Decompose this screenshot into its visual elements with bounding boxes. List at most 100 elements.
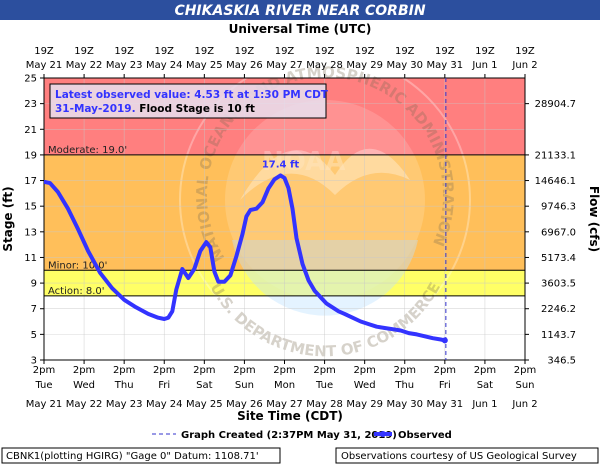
bottom-tick-date: May 26	[226, 399, 263, 410]
watermark-sky-icon	[232, 240, 418, 316]
left-tick-label: 19	[24, 150, 37, 161]
peak-label: 17.4 ft	[262, 159, 300, 170]
info-box: Latest observed value: 4.53 ft at 1:30 P…	[49, 83, 329, 119]
top-tick-date: Jun 2	[511, 60, 537, 71]
top-tick-date: May 21	[26, 60, 63, 71]
top-tick-time: 19Z	[34, 46, 54, 57]
watermark-disk	[225, 100, 425, 300]
right-axis-title: Flow (cfs)	[587, 186, 600, 252]
bottom-tick-time: 2pm	[353, 365, 375, 376]
bottom-tick-day: Sun	[515, 380, 534, 391]
left-tick-label: 11	[24, 253, 37, 264]
right-tick-label: 1143.7	[541, 330, 576, 341]
info-box-line2: 31-May-2019. Flood Stage is 10 ft	[55, 103, 255, 115]
bottom-tick-time: 2pm	[33, 365, 55, 376]
bottom-tick-day: Sat	[196, 380, 212, 391]
bottom-tick-date: May 25	[186, 399, 223, 410]
right-axis: 346.5 1143.7 2246.2 3603.5 5173.4 6967.0 9746.…	[525, 99, 576, 367]
footer-right-box	[335, 447, 599, 464]
left-axis-title: Stage (ft)	[1, 186, 15, 251]
top-tick-date: May 25	[186, 60, 223, 71]
title-bar	[0, 0, 600, 20]
bottom-tick-date: May 21	[26, 399, 63, 410]
bottom-tick-time: 2pm	[273, 365, 295, 376]
bottom-tick-time: 2pm	[313, 365, 335, 376]
top-tick-time: 19Z	[114, 46, 134, 57]
top-tick-date: Jun 1	[471, 60, 497, 71]
bottom-tick-day: Fri	[439, 380, 451, 391]
info-box-date: 31-May-2019.	[55, 103, 136, 115]
stage-lines: Moderate: 19.0' Minor: 10.0' Action: 8.0'	[44, 145, 525, 297]
top-tick-date: May 26	[226, 60, 263, 71]
top-tick-time: 19Z	[435, 46, 455, 57]
bottom-tick-day: Fri	[158, 380, 170, 391]
footer-left-box	[1, 447, 281, 464]
right-tick-label: 3603.5	[541, 279, 576, 290]
info-box-line1: Latest observed value: 4.53 ft at 1:30 P…	[55, 89, 329, 101]
bottom-tick-day: Mon	[274, 380, 295, 391]
right-tick-label: 6967.0	[541, 227, 576, 238]
bottom-tick-day: Tue	[34, 380, 52, 391]
bottom-tick-time: 2pm	[474, 365, 496, 376]
bottom-tick-date: May 24	[146, 399, 183, 410]
bottom-tick-day: Sat	[477, 380, 493, 391]
right-tick-label: 346.5	[547, 356, 576, 367]
bottom-tick-time: 2pm	[73, 365, 95, 376]
right-tick-label: 28904.7	[535, 99, 576, 110]
left-tick-label: 23	[24, 99, 37, 110]
bottom-tick-time: 2pm	[434, 365, 456, 376]
left-tick-label: 13	[24, 227, 37, 238]
right-tick-label: 2246.2	[541, 304, 576, 315]
left-axis: 3 5 7 9 11 13 15 17 19 21 23 25	[24, 74, 44, 367]
info-box-frame	[49, 83, 327, 119]
top-tick-time: 19Z	[154, 46, 174, 57]
chart-title: CHIKASKIA RIVER NEAR CORBIN	[174, 3, 425, 19]
left-tick-label: 7	[31, 304, 37, 315]
top-tick-date: May 30	[386, 60, 423, 71]
watermark-gull-icon	[240, 148, 410, 200]
bottom-tick-time: 2pm	[233, 365, 255, 376]
left-tick-label: 25	[24, 74, 37, 85]
stage-label-action: Action: 8.0'	[48, 286, 105, 297]
top-tick-time: 19Z	[235, 46, 255, 57]
bottom-tick-time: 2pm	[153, 365, 175, 376]
top-tick-date: May 27	[266, 60, 303, 71]
top-tick-time: 19Z	[395, 46, 415, 57]
bottom-axis: 2pm Tue May 21 2pm Wed May 22 2pm Thu May 23 2pm F…	[26, 360, 538, 410]
top-tick-date: May 24	[146, 60, 183, 71]
bottom-tick-date: May 27	[266, 399, 303, 410]
legend-observed-label: Observed	[398, 430, 452, 441]
right-tick-label: 14646.1	[535, 176, 576, 187]
bottom-tick-time: 2pm	[193, 365, 215, 376]
bottom-tick-day: Wed	[73, 380, 95, 391]
bottom-tick-day: Sun	[235, 380, 254, 391]
left-tick-label: 17	[24, 176, 37, 187]
top-tick-time: 19Z	[275, 46, 295, 57]
right-tick-label: 9746.3	[541, 202, 576, 213]
bottom-tick-time: 2pm	[514, 365, 536, 376]
top-tick-date: May 31	[427, 60, 464, 71]
bottom-tick-day: Thu	[394, 380, 414, 391]
legend-graph-created-label: Graph Created (2:37PM May 31, 2019)	[181, 430, 397, 441]
top-axis-title: Universal Time (UTC)	[229, 22, 372, 36]
top-tick-time: 19Z	[475, 46, 495, 57]
bottom-tick-date: Jun 1	[471, 399, 497, 410]
latest-observed-point	[441, 337, 448, 344]
bottom-tick-date: Jun 2	[511, 399, 537, 410]
legend: Graph Created (2:37PM May 31, 2019) Obse…	[152, 430, 452, 441]
bottom-axis-title: Site Time (CDT)	[237, 409, 343, 423]
bottom-tick-time: 2pm	[394, 365, 416, 376]
info-box-flood-stage: Flood Stage is 10 ft	[136, 103, 255, 115]
legend-observed-dot	[380, 431, 386, 437]
top-tick-time: 19Z	[315, 46, 335, 57]
top-tick-date: May 28	[306, 60, 343, 71]
right-tick-label: 5173.4	[541, 253, 576, 264]
observed-series-line	[44, 173, 447, 343]
left-tick-label: 9	[31, 279, 37, 290]
bottom-tick-date: May 29	[346, 399, 383, 410]
left-tick-label: 3	[31, 356, 37, 367]
top-tick-time: 19Z	[515, 46, 535, 57]
bottom-tick-date: May 28	[306, 399, 343, 410]
left-tick-label: 15	[24, 202, 37, 213]
